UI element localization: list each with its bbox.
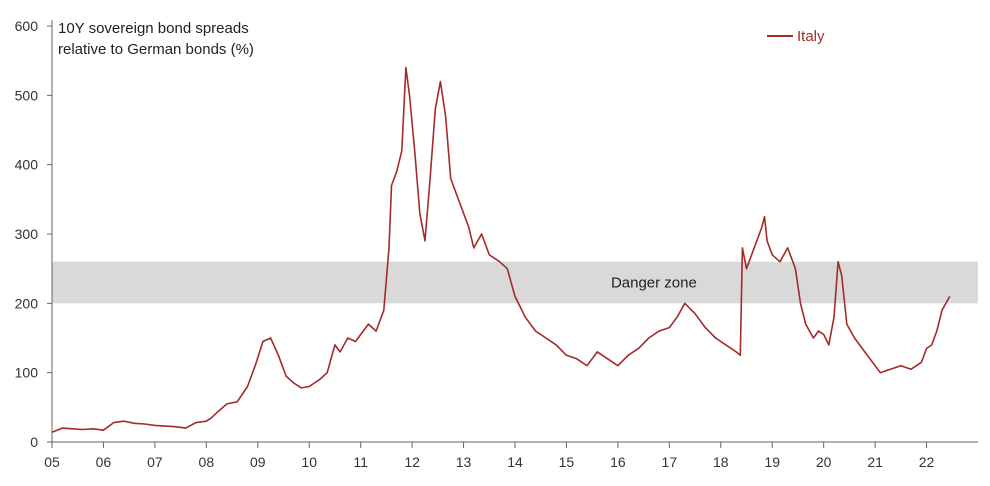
legend: Italy [767,28,825,45]
y-tick-label: 100 [15,365,39,381]
y-tick-label: 200 [15,295,39,311]
x-tick-label: 22 [919,454,935,470]
x-tick-label: 13 [456,454,472,470]
x-tick-label: 12 [404,454,420,470]
danger-zone-label: Danger zone [611,275,697,292]
x-tick-label: 17 [662,454,678,470]
x-tick-label: 16 [610,454,626,470]
axes [47,20,978,448]
x-tick-label: 21 [867,454,883,470]
x-tick-label: 08 [199,454,215,470]
series-layer [51,66,951,434]
y-tick-label: 300 [15,226,39,242]
chart-title: 10Y sovereign bond spreads [58,20,249,37]
x-tick-label: 05 [44,454,60,470]
x-tick-label: 19 [764,454,780,470]
chart-subtitle: relative to German bonds (%) [58,41,254,58]
y-tick-label: 0 [30,434,38,450]
series-line-italy [51,66,951,434]
x-tick-labels: 05 06 07 08 09 10 11 12 13 14 15 16 17 18 19 20 21 22 [44,454,934,470]
x-tick-label: 10 [301,454,317,470]
x-tick-label: 09 [250,454,266,470]
x-tick-label: 18 [713,454,729,470]
x-tick-label: 07 [147,454,163,470]
x-tick-label: 11 [353,454,368,470]
legend-label-italy: Italy [797,28,825,45]
y-tick-label: 600 [15,18,39,34]
x-tick-label: 15 [559,454,575,470]
y-tick-label: 400 [15,157,39,173]
x-tick-label: 06 [96,454,112,470]
y-tick-label: 500 [15,87,39,103]
x-tick-label: 20 [816,454,832,470]
y-tick-labels: 0 100 200 300 400 500 600 [15,18,39,450]
x-tick-label: 14 [507,454,523,470]
